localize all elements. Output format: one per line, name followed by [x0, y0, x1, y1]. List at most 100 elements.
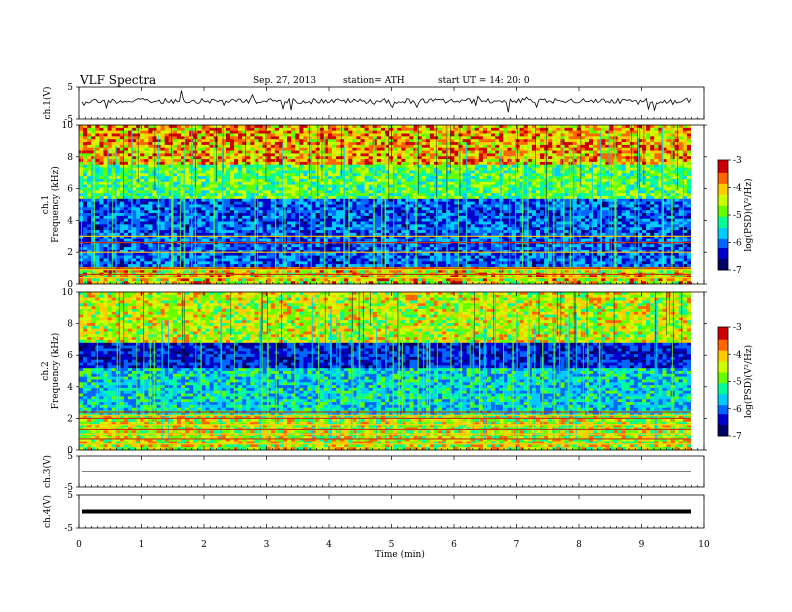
ch1-spectrogram-cell [144, 173, 148, 176]
ch1-spectrogram-cell [201, 258, 205, 261]
ch1-spectrogram-cell [401, 210, 405, 213]
ch1-spectrogram-cell [348, 131, 352, 134]
ch1-spectrogram-cell [250, 239, 254, 242]
ch1-spectrogram-cell [328, 253, 332, 256]
ch1-spectrogram-cell [230, 244, 234, 247]
ch1-spectrogram-cell [201, 182, 205, 185]
ch1-spectrogram-cell [226, 239, 230, 242]
ch1-spectrogram-cell [365, 185, 369, 188]
ch1-spectrogram-cell [401, 151, 405, 154]
date-label: Sep. 27, 2013 [253, 76, 316, 86]
ch1-spectrogram-cell [422, 145, 426, 148]
ch1-spectrogram-cell [438, 219, 442, 222]
ch1-spectrogram-cell [238, 145, 242, 148]
ch1-spectrogram-cell [418, 264, 422, 267]
ch1-spectrogram-cell [148, 142, 152, 145]
ch1-spectrogram-cell [103, 162, 107, 165]
ch1-spectrogram-cell [161, 193, 165, 196]
ch1-spectrogram-cell [185, 244, 189, 247]
ch1-spectrogram-cell [389, 256, 393, 259]
ch1-spectrogram-cell [259, 153, 263, 156]
ch1-spectrogram-cell [124, 247, 128, 250]
ch1-spectrogram-cell [226, 162, 230, 165]
ch1-spectrogram-cell [161, 261, 165, 264]
ch1-spectrogram-cell [303, 247, 307, 250]
ch1-spectrogram-cell [238, 258, 242, 261]
ch1-spectrogram-cell [124, 131, 128, 134]
ch1-spectrogram-cell [430, 244, 434, 247]
ch1-spectrogram-cell [226, 139, 230, 142]
ch1-spectrogram-cell [438, 128, 442, 131]
ch1-spectrogram-cell [242, 227, 246, 230]
ch1-spectrogram-cell [369, 148, 373, 151]
ch1-spectrogram-cell [320, 239, 324, 242]
ch1-spectrogram-cell [389, 182, 393, 185]
ch1-spectrogram-cell [401, 256, 405, 259]
ch1-spectrogram-cell [352, 210, 356, 213]
ch1-spectrogram-cell [430, 179, 434, 182]
ch1-spectrogram-cell [397, 247, 401, 250]
ch1-spectrogram-cell [340, 136, 344, 139]
ch1-spectrogram-cell [95, 156, 99, 159]
ch1-spectrogram-cell [422, 168, 426, 171]
ch1-spectrogram-cell [287, 162, 291, 165]
ch1-spectrogram-cell [369, 207, 373, 210]
ch1-spectrogram-cell [185, 210, 189, 213]
ch1-spectrogram-cell [291, 199, 295, 202]
ch1-spectrogram-cell [271, 151, 275, 154]
ch1-spectrogram-cell [140, 239, 144, 242]
ch1-spectrogram-cell [161, 139, 165, 142]
ch1-spectrogram-cell [197, 224, 201, 227]
ch1-spectrogram-cell [99, 128, 103, 131]
ch1-spectrogram-cell [356, 239, 360, 242]
ch1-spectrogram-cell [148, 168, 152, 171]
ch1-spectrogram-cell [185, 207, 189, 210]
ch1-spectrogram-cell [344, 278, 348, 281]
ch1-spectrogram-cell [140, 187, 144, 190]
ch1-spectrogram-cell [205, 256, 209, 259]
ch1-spectrogram-cell [197, 162, 201, 165]
ch1-spectrogram-cell [303, 205, 307, 208]
ch1-spectrogram-cell [140, 222, 144, 225]
ch1-spectrogram-cell [201, 278, 205, 281]
ch1-spectrogram-cell [336, 185, 340, 188]
ch1-spectrogram-cell [234, 239, 238, 242]
ch1-spectrogram-cell [263, 224, 267, 227]
ch1-spectrogram-cell [303, 145, 307, 148]
ch1-spectrogram-cell [185, 151, 189, 154]
ch1-spectrogram-cell [91, 261, 95, 264]
ch1-spectrogram-cell [397, 233, 401, 236]
ch1-spectrogram-cell [83, 187, 87, 190]
ch1-spectrogram-cell [409, 227, 413, 230]
ch1-spectrogram-cell [132, 162, 136, 165]
ch1-spectrogram-cell [389, 213, 393, 216]
ch1-spectrogram-cell [430, 162, 434, 165]
ch1-spectrogram-cell [320, 185, 324, 188]
ch1-spectrogram-cell [303, 222, 307, 225]
ch1-spectrogram-cell [148, 182, 152, 185]
ch1-spectrogram-cell [95, 173, 99, 176]
ch1-spectrogram-cell [336, 151, 340, 154]
ch1-spectrogram-cell [279, 136, 283, 139]
ch1-spectrogram-cell [136, 216, 140, 219]
ch1-spectrogram-cell [356, 222, 360, 225]
ch1-spectrogram-cell [226, 145, 230, 148]
ch1-spectrogram-cell [103, 196, 107, 199]
ch1-spectrogram-cell [120, 239, 124, 242]
ch1-spectrogram-cell [377, 176, 381, 179]
ch1-spectrogram-cell [401, 239, 405, 242]
ch1-spectrogram-cell [222, 134, 226, 137]
ch1-spectrogram-cell [234, 165, 238, 168]
ch1-spectrogram-cell [418, 210, 422, 213]
ch1-spectrogram-cell [352, 196, 356, 199]
ch1-spectrogram-cell [369, 261, 373, 264]
ch1-spectrogram-cell [87, 156, 91, 159]
ch1-spectrogram-cell [230, 131, 234, 134]
ch1-spectrogram-cell [320, 182, 324, 185]
ch1-spectrogram-cell [414, 128, 418, 131]
ch1-spectrogram-cell [238, 202, 242, 205]
ch1-spectrogram-cell [267, 145, 271, 148]
ch1-spectrogram-cell [430, 145, 434, 148]
ch1-spectrogram-cell [389, 193, 393, 196]
ch1-spectrogram-cell [132, 185, 136, 188]
